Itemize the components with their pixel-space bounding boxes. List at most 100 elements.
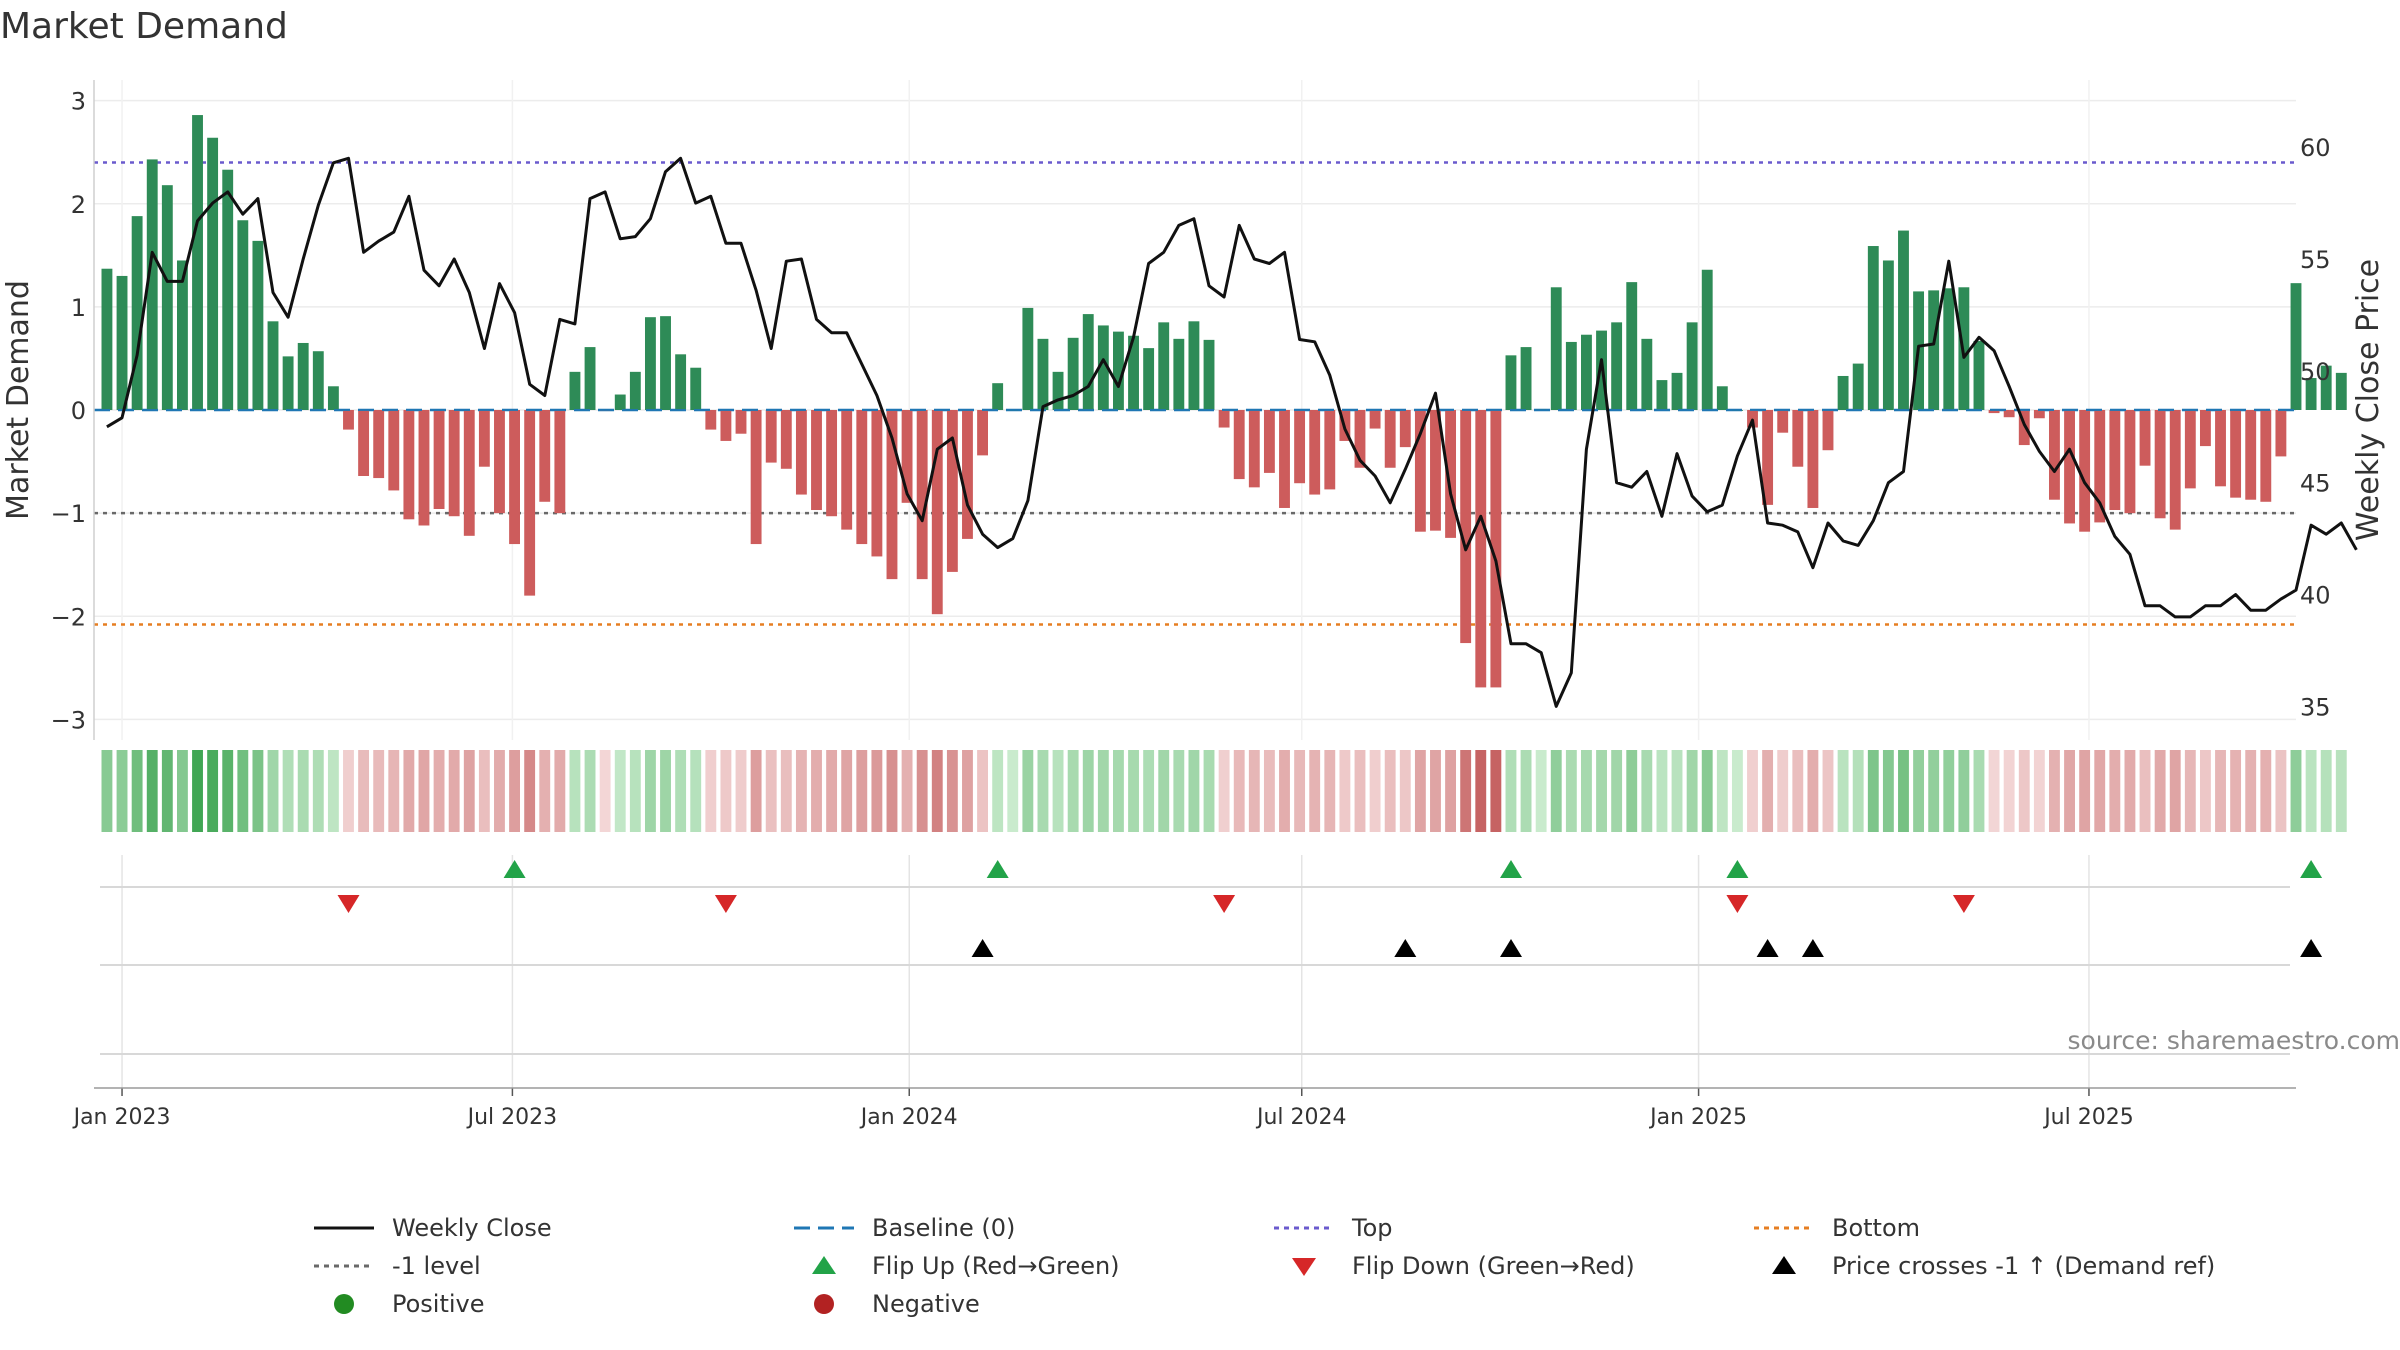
demand-bar [192,115,203,410]
demand-bar [614,394,626,410]
demand-bar [1279,410,1290,508]
price-cross-marker [1500,939,1522,957]
heat-cell [1097,750,1109,832]
heat-cell [2094,750,2106,832]
demand-bar [2094,410,2106,523]
demand-bar [1762,410,1774,505]
heat-cell [569,750,581,832]
demand-bar [554,410,566,514]
demand-bar [539,410,551,502]
demand-bar [494,410,505,514]
heat-cell [2003,750,2015,832]
demand-bar [2124,410,2136,514]
heat-cell [2275,750,2287,832]
demand-heat-strip [101,750,2347,832]
demand-bar [373,410,385,479]
demand-bar [1294,410,1306,484]
price-cross-marker [2300,939,2323,957]
heat-cell [795,750,807,832]
heat-cell [1596,750,1607,832]
heat-cell [222,750,234,832]
demand-bar [705,410,717,430]
triangle-up-icon [812,1256,836,1274]
dotted-line-icon [1274,1226,1334,1230]
legend-item-minus-one: -1 level [312,1248,481,1284]
heat-cell [2335,750,2347,832]
demand-bar [1898,230,1909,410]
circle-icon [334,1294,354,1314]
heat-cell [1822,750,1834,832]
legend-label: Negative [872,1290,980,1318]
flip-up-marker [503,860,526,878]
demand-bar [2169,410,2181,530]
heat-cell [660,750,671,832]
demand-bar [1686,322,1698,410]
heat-cell [720,750,732,832]
demand-bar [916,410,928,580]
demand-bar [886,410,898,580]
demand-bar [1852,363,1864,410]
heat-cell [962,750,973,832]
heat-cell [1611,750,1623,832]
demand-bar [1128,335,1139,410]
source-note: source: sharemaestro.com [2068,1026,2400,1055]
heat-cell [1505,750,1517,832]
demand-bar [2320,365,2332,410]
demand-bar [629,371,641,410]
heat-cell [1988,750,2000,832]
demand-bar [735,410,747,434]
heat-cell [433,750,445,832]
demand-bar [1716,386,1728,410]
heat-cell [1294,750,1306,832]
legend-item-negative: Negative [792,1286,980,1322]
demand-bar [901,410,913,503]
heat-cell [2215,750,2226,832]
heat-cell [373,750,385,832]
price-cross-marker [1756,939,1779,957]
heat-cell [1656,750,1668,832]
y-right-tick-label: 50 [2300,358,2331,386]
heat-cell [1128,750,1139,832]
heat-cell [1807,750,1819,832]
heat-cell [463,750,475,832]
circle-icon [814,1294,834,1314]
heat-cell [2079,750,2091,832]
heat-cell [2199,750,2211,832]
y-left-tick-label: 0 [71,397,86,425]
demand-bar [1188,321,1200,410]
heat-cell [478,750,490,832]
heat-cell [403,750,415,832]
demand-bar [161,185,173,410]
demand-bar [569,371,581,410]
heat-cell [2049,750,2060,832]
demand-bar [1837,375,1849,410]
flip-up-marker [986,860,1009,878]
heat-cell [282,750,294,832]
heat-cell [2320,750,2332,832]
demand-bar [2003,410,2015,418]
legend-item-price-cross: Price crosses -1 ↑ (Demand ref) [1752,1248,2215,1284]
heat-cell [1882,750,1894,832]
heat-cell [735,750,747,832]
heat-cell [1279,750,1290,832]
heat-cell [1158,750,1170,832]
demand-bar [962,410,973,539]
demand-bar [765,410,777,463]
demand-bar [1082,314,1094,410]
legend-label: Positive [392,1290,485,1318]
heat-cell [101,750,113,832]
demand-bar [312,351,324,410]
heat-cell [1943,750,1955,832]
heat-cell [1143,750,1155,832]
heat-cell [2124,750,2136,832]
demand-bar [2184,410,2196,489]
heat-cell [1113,750,1124,832]
price-cross-marker [1394,939,1417,957]
heat-cell [1203,750,1215,832]
heat-cell [1082,750,1094,832]
heat-cell [1490,750,1502,832]
heat-cell [1248,750,1260,832]
heat-cell [1007,750,1019,832]
demand-bar [1414,410,1426,532]
demand-bar [1369,410,1381,429]
